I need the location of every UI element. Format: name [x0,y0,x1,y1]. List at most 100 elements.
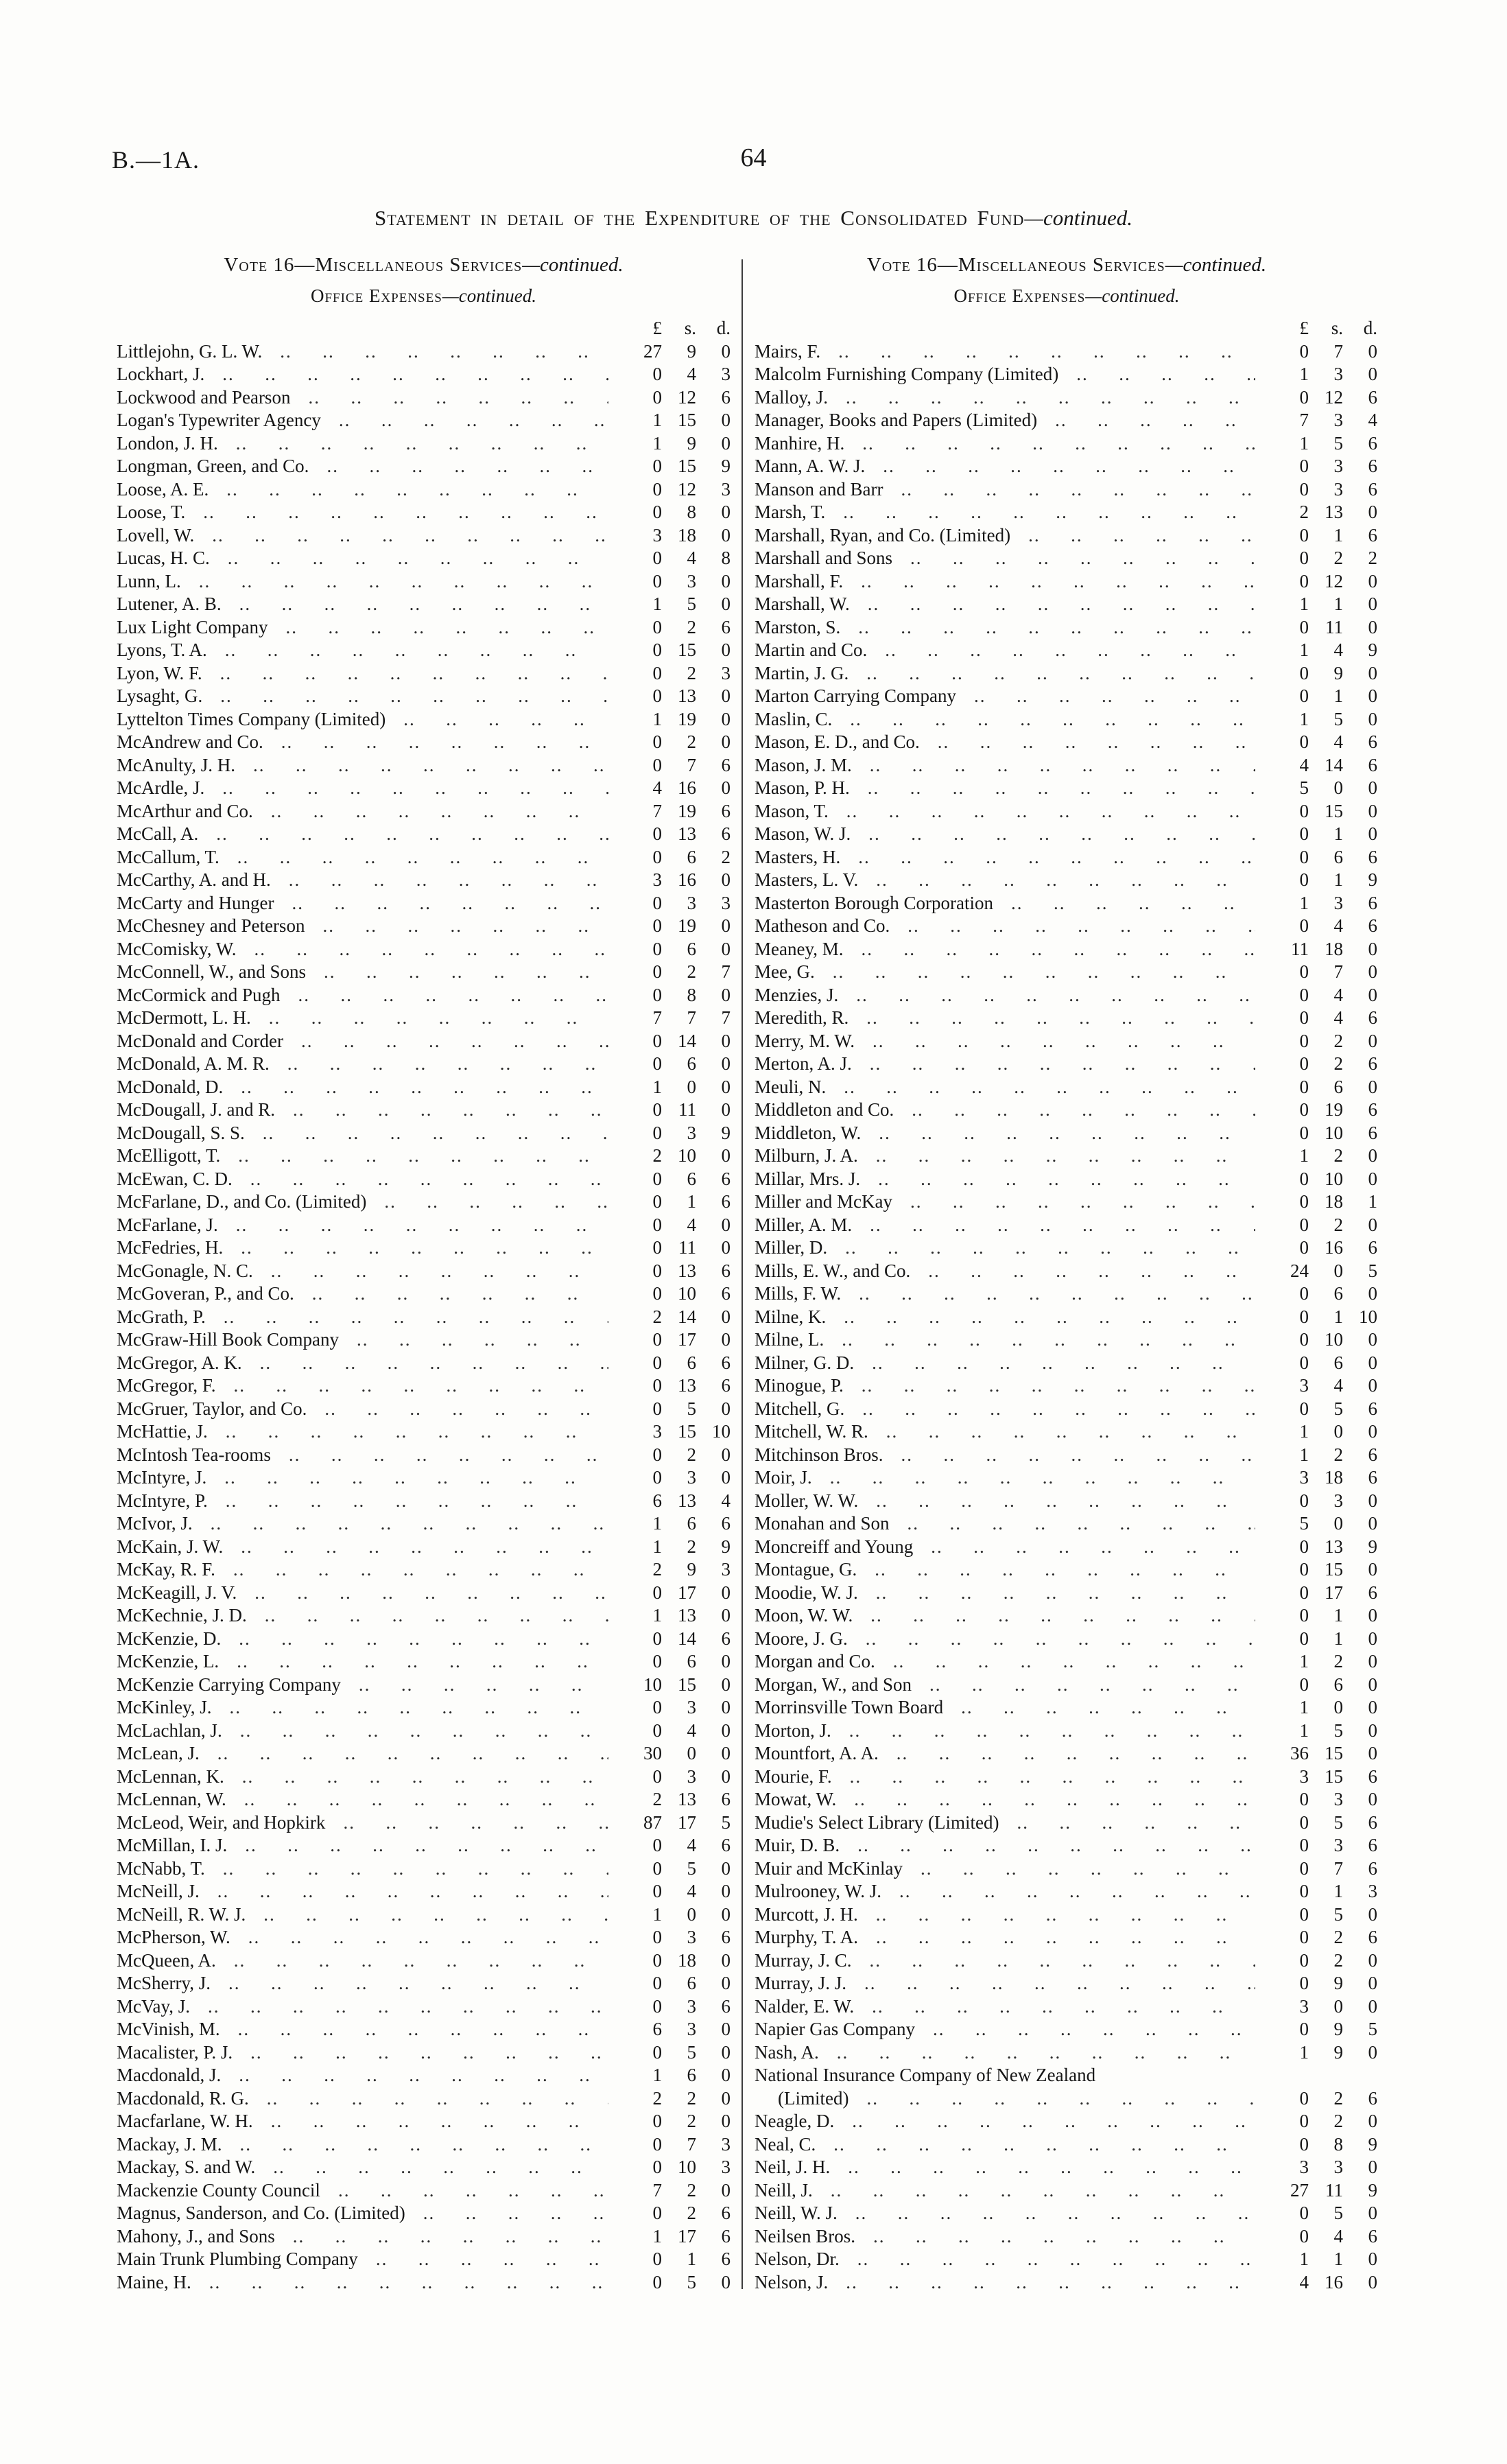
dot-leader: .. .. .. .. .. .. .. .. .. .. .. .. [281,731,608,752]
ledger-row: McIntyre, J. .. .. .. .. .. .. .. .. .. .… [117,1466,731,1490]
amount-pounds: 0 [1299,548,1309,568]
dot-leader: .. .. .. .. .. .. .. .. .. .. .. .. [287,1053,608,1074]
amount-pounds: 0 [1299,1168,1309,1189]
amount-shillings: 3 [1333,1490,1344,1511]
ledger-row: McKinley, J. .. .. .. .. .. .. .. .. .. .… [117,1696,731,1720]
amount-shillings: 6 [687,1513,697,1534]
dot-leader: .. .. .. .. .. .. .. .. .. .. .. .. [220,685,608,706]
amount-pence: 6 [1368,1857,1378,1879]
payee-name: Manson and Barr [755,478,883,500]
dot-leader: .. .. .. .. .. .. .. .. .. .. .. .. [868,823,1255,844]
amount-pounds: 1 [1299,1651,1309,1671]
ledger-row: McKain, J. W. .. .. .. .. .. .. .. .. .. … [117,1536,731,1559]
dot-leader: .. .. .. .. .. .. .. .. .. .. .. .. [216,823,608,844]
amount-pence: 6 [721,800,731,821]
payee-name: Marton Carrying Company [755,685,956,706]
dot-leader: .. .. .. .. .. .. .. .. .. .. .. .. [212,524,608,545]
amount-pounds: 4 [1299,754,1309,775]
ledger-row: Martin, J. G. .. .. .. .. .. .. .. .. .. … [755,662,1377,685]
ledger-row: Morrinsville Town Board .. .. .. .. .. ..… [755,1696,1377,1720]
ledger-row: Mourie, F. .. .. .. .. .. .. .. .. .. .. … [755,1765,1377,1789]
amount-pence: 0 [1368,1168,1378,1189]
amount-pounds: 0 [652,1628,663,1649]
amount-pounds: 0 [652,1053,663,1074]
amount-pence: 6 [721,1352,731,1373]
dot-leader: .. .. .. .. .. .. .. .. .. .. .. .. [264,1605,608,1626]
dot-leader: .. .. .. .. .. .. .. .. .. .. .. .. [403,708,608,729]
dot-leader: .. .. .. .. .. .. .. .. .. .. .. .. [292,2225,608,2246]
amount-pounds: 0 [1299,456,1309,476]
ledger-row: Morton, J. .. .. .. .. .. .. .. .. .. .. … [755,1720,1377,1743]
dot-leader: .. .. .. .. .. .. .. .. .. .. .. .. [899,1881,1255,1901]
dot-leader: .. .. .. .. .. .. .. .. .. .. .. .. [857,2249,1255,2269]
ledger-row: McGregor, F. .. .. .. .. .. .. .. .. .. .… [117,1374,731,1398]
ledger-row: Marshall, Ryan, and Co. (Limited) .. .. .… [755,524,1377,548]
dot-leader: .. .. .. .. .. .. .. .. .. .. .. .. [869,1949,1256,1971]
amount-pounds: 0 [652,1260,663,1281]
amount-pounds: 27 [643,340,662,362]
amount-pounds: 0 [1299,1007,1309,1028]
amount-shillings: 9 [687,432,697,454]
payee-name: Meredith, R. [755,1007,849,1028]
amount-pounds: 0 [1299,1674,1309,1695]
ledger-row: McKechnie, J. D. .. .. .. .. .. .. .. .. … [117,1604,731,1628]
amount-pence: 9 [721,1122,731,1143]
payee-name: Mackay, S. and W. [117,2157,256,2177]
amount-pence: 6 [721,1835,731,1855]
payee-name: McIntosh Tea-rooms [117,1444,271,1465]
amount-shillings: 15 [1325,800,1343,821]
ledger-row: McLennan, W. .. .. .. .. .. .. .. .. .. .… [117,1788,731,1811]
payee-name: Magnus, Sanderson, and Co. (Limited) [117,2203,405,2223]
dot-leader: .. .. .. .. .. .. .. .. .. .. .. .. [852,2111,1255,2131]
ledger-row: Lutener, A. B. .. .. .. .. .. .. .. .. ..… [117,593,731,616]
ledger-row: McAnulty, J. H. .. .. .. .. .. .. .. .. .… [117,754,731,777]
dot-leader: .. .. .. .. .. .. .. .. .. .. .. .. [285,616,608,637]
amount-pounds: 1 [652,2065,663,2085]
ledger-row: McAndrew and Co. .. .. .. .. .. .. .. .. … [117,731,731,754]
amount-shillings: 3 [1333,892,1344,913]
amount-pounds: 0 [1299,685,1309,706]
amount-pounds: 1 [1299,1697,1309,1717]
dot-leader: .. .. .. .. .. .. .. .. .. .. .. .. [875,1903,1255,1925]
amount-pounds: 0 [1299,1237,1309,1258]
dot-leader: .. .. .. .. .. .. .. .. .. .. .. .. [254,1582,608,1603]
dot-leader: .. .. .. .. .. .. .. .. .. .. .. .. [292,892,608,913]
amount-pence: 0 [721,1398,731,1419]
dot-leader: .. .. .. .. .. .. .. .. .. .. .. .. [876,1927,1255,1947]
amount-shillings: 2 [687,2087,697,2109]
amount-shillings: 11 [1325,2179,1343,2201]
amount-shillings: 2 [1333,1145,1344,1166]
payee-name: McDonald, A. M. R. [117,1053,270,1074]
amount-pence: 0 [1368,1030,1378,1051]
amount-shillings: 7 [687,754,697,775]
amount-shillings: 5 [1333,1903,1344,1925]
dot-leader: .. .. .. .. .. .. .. .. .. .. .. .. [244,1789,608,1809]
amount-pence: 0 [721,1857,731,1879]
ledger-row: Middleton, W. .. .. .. .. .. .. .. .. .. … [755,1122,1377,1145]
ledger-row: Neill, J. .. .. .. .. .. .. .. .. .. .. .… [755,2179,1377,2203]
dot-leader: .. .. .. .. .. .. .. .. .. .. .. .. [862,1398,1255,1419]
amount-pence: 0 [721,1076,731,1097]
dot-leader: .. .. .. .. .. .. .. .. .. .. .. .. [864,1973,1255,1993]
amount-pence: 0 [721,1743,731,1763]
amount-pounds: 0 [652,731,663,752]
payee-name: Miller, A. M. [755,1214,853,1235]
ledger-row: Mackay, S. and W. .. .. .. .. .. .. .. ..… [117,2156,731,2179]
amount-pounds: 0 [1299,662,1309,683]
amount-pounds: 0 [1299,1927,1309,1947]
amount-pence: 0 [721,2271,731,2292]
amount-pounds: 0 [652,1283,663,1304]
amount-pounds: 1 [652,410,663,430]
payee-name: Neagle, D. [755,2111,835,2131]
payee-name: Neal, C. [755,2133,816,2155]
payee-name: Mason, W. J. [755,823,851,844]
ledger-row: McComisky, W. .. .. .. .. .. .. .. .. .. … [117,938,731,961]
dot-leader: .. .. .. .. .. .. .. .. .. .. .. .. [224,1467,608,1488]
amount-pence: 0 [721,938,731,959]
ledger-row: Logan's Typewriter Agency .. .. .. .. .. … [117,409,731,432]
payee-name: Lyon, W. F. [117,662,202,683]
ledger-row: Marton Carrying Company .. .. .. .. .. ..… [755,685,1377,708]
ledger-row: Nelson, J. .. .. .. .. .. .. .. .. .. .. … [755,2271,1377,2295]
amount-pounds: 0 [1299,1857,1309,1879]
ledger-row: McDonald, A. M. R. .. .. .. .. .. .. .. .… [117,1053,731,1076]
